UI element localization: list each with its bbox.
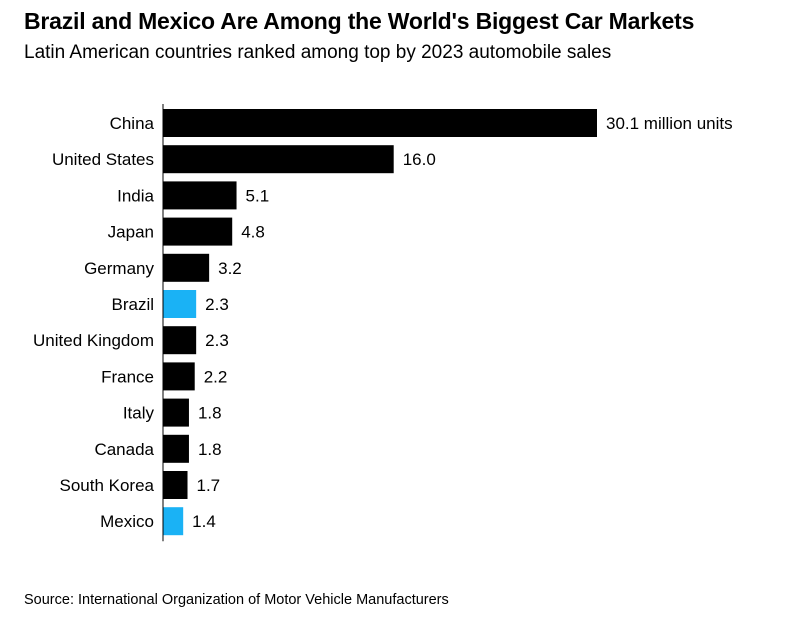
value-label-canada: 1.8 xyxy=(198,440,222,459)
chart-subtitle: Latin American countries ranked among to… xyxy=(24,42,612,63)
category-label-united-kingdom: United Kingdom xyxy=(33,331,154,350)
bar-china xyxy=(163,109,597,137)
value-label-south-korea: 1.7 xyxy=(197,476,221,495)
category-label-france: France xyxy=(101,367,154,386)
bar-mexico xyxy=(163,507,184,536)
value-label-mexico: 1.4 xyxy=(192,512,216,531)
bar-south-korea xyxy=(163,471,188,499)
value-label-china: 30.1 million units xyxy=(606,114,733,133)
value-label-united-states: 16.0 xyxy=(403,150,436,169)
category-label-germany: Germany xyxy=(84,259,154,278)
bar-france xyxy=(163,362,195,391)
bar-united-kingdom xyxy=(163,326,197,355)
bar-brazil xyxy=(163,290,197,318)
bar-canada xyxy=(163,434,189,463)
value-label-japan: 4.8 xyxy=(241,223,265,242)
bar-united-states xyxy=(163,145,394,174)
value-label-germany: 3.2 xyxy=(218,259,242,278)
bar-italy xyxy=(163,398,189,427)
category-label-mexico: Mexico xyxy=(100,512,154,531)
value-label-united-kingdom: 2.3 xyxy=(205,331,229,350)
value-label-france: 2.2 xyxy=(204,367,228,386)
bar-germany xyxy=(163,253,210,282)
category-label-united-states: United States xyxy=(52,150,154,169)
category-label-china: China xyxy=(110,114,155,133)
bar-japan xyxy=(163,217,233,246)
category-label-italy: Italy xyxy=(123,404,155,423)
bar-india xyxy=(163,181,237,210)
value-label-brazil: 2.3 xyxy=(205,295,229,314)
category-label-canada: Canada xyxy=(94,440,154,459)
source-note: Source: International Organization of Mo… xyxy=(24,592,449,608)
category-label-brazil: Brazil xyxy=(111,295,154,314)
category-label-india: India xyxy=(117,186,154,205)
bar-chart: China 30.1 million units United States 16.0… xyxy=(33,104,733,542)
category-label-japan: Japan xyxy=(108,223,154,242)
value-label-italy: 1.8 xyxy=(198,404,222,423)
value-label-india: 5.1 xyxy=(246,186,270,205)
category-label-south-korea: South Korea xyxy=(59,476,154,495)
chart-title: Brazil and Mexico Are Among the World's … xyxy=(24,8,695,34)
